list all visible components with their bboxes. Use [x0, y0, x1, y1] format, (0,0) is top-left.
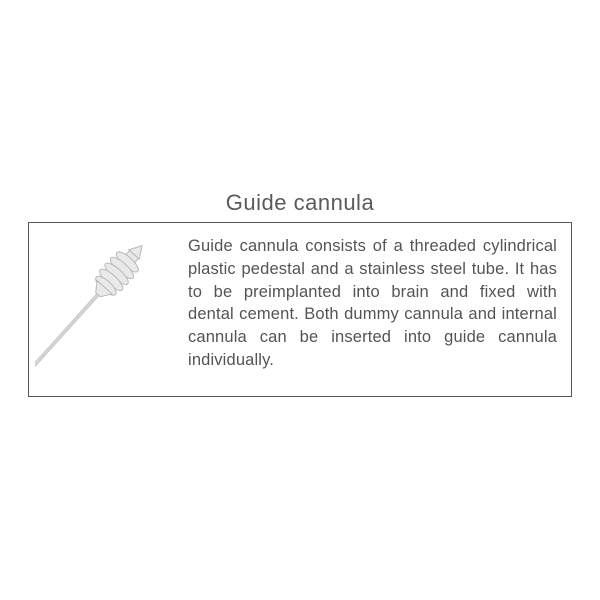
description-text: Guide cannula consists of a threaded cyl…	[184, 223, 571, 382]
product-illustration	[29, 223, 184, 396]
info-card: Guide cannula consists of a threaded cyl…	[28, 222, 572, 397]
cannula-icon	[35, 229, 185, 394]
section-title: Guide cannula	[0, 190, 600, 216]
page: Guide cannula	[0, 0, 600, 600]
